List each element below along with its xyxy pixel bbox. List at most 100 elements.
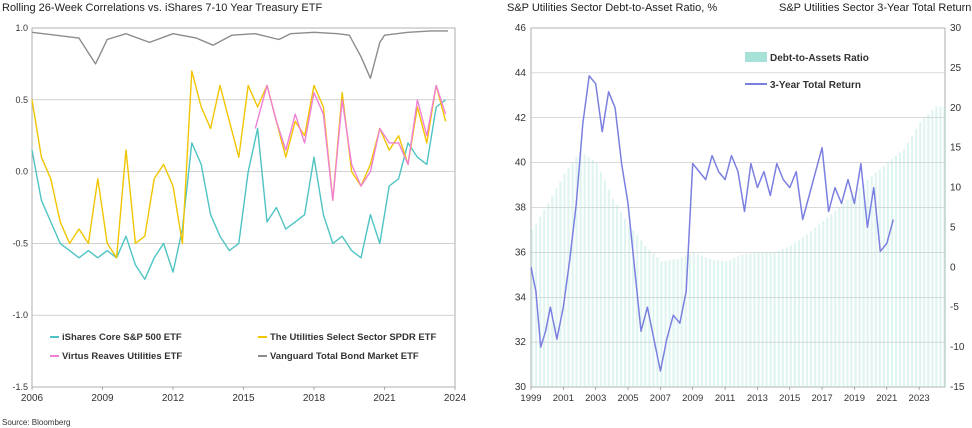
debt-ratio-bar (846, 199, 849, 387)
right-x-tick-label: 2023 (909, 393, 930, 404)
debt-ratio-bar (838, 207, 841, 387)
debt-ratio-bar (753, 252, 756, 387)
debt-ratio-bar (559, 181, 562, 387)
right-left-y-tick-label: 42 (515, 113, 527, 124)
debt-ratio-bar (721, 260, 724, 387)
debt-ratio-bar (729, 259, 732, 387)
right-left-y-tick-label: 32 (515, 337, 527, 348)
debt-ratio-bar (716, 260, 720, 387)
right-left-y-tick-label: 34 (515, 292, 527, 303)
debt-ratio-bar (640, 240, 643, 387)
debt-ratio-bar (599, 171, 602, 387)
debt-ratio-bar (850, 195, 853, 387)
debt-ratio-bar (858, 187, 861, 387)
right-legend-label-1: 3-Year Total Return (770, 80, 861, 91)
debt-ratio-bar (579, 151, 582, 387)
debt-ratio-bar (822, 220, 825, 387)
right-right-y-tick-label: 15 (950, 143, 962, 154)
right-chart-title: S&P Utilities Sector Debt-to-Asset Ratio… (507, 2, 718, 14)
left-legend-label-1: The Utilities Select Sector SPDR ETF (270, 332, 436, 343)
left-x-tick-label: 2009 (91, 393, 114, 404)
debt-ratio-bar (737, 256, 740, 387)
debt-ratio-bar (931, 110, 934, 387)
right-x-tick-label: 2021 (876, 393, 897, 404)
debt-ratio-bar (551, 195, 554, 387)
debt-ratio-bar (943, 106, 946, 387)
debt-ratio-bar (874, 172, 877, 387)
debt-ratio-bar (632, 230, 635, 387)
debt-ratio-bar (939, 106, 942, 387)
debt-ratio-bar (628, 225, 631, 387)
debt-ratio-bar (575, 157, 578, 387)
right-right-y-tick-label: 0 (950, 262, 956, 273)
debt-ratio-bar (535, 223, 538, 387)
left-legend-label-2: Virtus Reaves Utilities ETF (62, 351, 182, 362)
right-left-y-tick-label: 40 (515, 158, 527, 169)
left-chart-title: Rolling 26-Week Correlations vs. iShares… (2, 2, 323, 14)
debt-ratio-bar (741, 254, 744, 387)
left-legend-label-0: iShares Core S&P 500 ETF (62, 332, 182, 343)
debt-ratio-bar (692, 252, 695, 387)
debt-ratio-bar (898, 152, 902, 387)
right-x-tick-label: 2009 (682, 393, 703, 404)
debt-ratio-bar (676, 259, 679, 387)
debt-ratio-bar (919, 122, 922, 388)
debt-ratio-bar (696, 254, 699, 387)
debt-ratio-bar (935, 106, 938, 387)
debt-ratio-bar (567, 168, 570, 387)
left-x-tick-label: 2012 (162, 393, 185, 404)
debt-ratio-bar (603, 180, 606, 387)
right-right-y-tick-label: -10 (950, 342, 965, 353)
debt-ratio-bar (923, 118, 926, 387)
right-right-y-tick-label: 20 (950, 103, 962, 114)
debt-ratio-bar (761, 252, 764, 387)
debt-ratio-bar (765, 252, 768, 387)
right-x-tick-label: 2013 (747, 393, 768, 404)
right-left-y-tick-label: 30 (515, 382, 527, 393)
debt-ratio-bar (911, 135, 914, 387)
right-x-tick-label: 2007 (650, 393, 671, 404)
debt-ratio-bar (890, 159, 894, 387)
debt-ratio-bar (733, 257, 736, 387)
right-x-tick-label: 2005 (617, 393, 638, 404)
debt-ratio-bar (814, 227, 817, 387)
debt-ratio-bar (745, 254, 748, 387)
debt-ratio-bar (656, 257, 659, 387)
debt-ratio-bar (555, 188, 558, 387)
debt-ratio-bar (684, 255, 687, 387)
debt-ratio-bar (830, 214, 833, 387)
debt-ratio-bar (854, 191, 857, 387)
total-return-line (530, 75, 895, 372)
right-legend-swatch-0 (745, 52, 767, 62)
debt-ratio-bar (862, 183, 865, 387)
debt-ratio-bar (543, 209, 546, 387)
left-series-line-2 (254, 84, 447, 201)
right-left-y-tick-label: 44 (515, 68, 527, 79)
right-x-tick-label: 2001 (553, 393, 574, 404)
debt-ratio-bar (619, 211, 623, 387)
right-right-y-tick-label: 25 (950, 63, 962, 74)
left-y-tick-label: -1.5 (12, 382, 28, 392)
debt-ratio-bar (531, 229, 534, 387)
right-right-y-tick-label: -5 (950, 302, 959, 313)
debt-ratio-bar (749, 253, 752, 387)
left-series-line-3 (31, 30, 448, 79)
left-y-tick-label: 1.0 (15, 23, 28, 33)
debt-ratio-bar (882, 165, 885, 387)
right-right-y-tick-label: 10 (950, 183, 962, 194)
debt-ratio-bar (902, 149, 906, 387)
right-x-tick-label: 2015 (779, 393, 800, 404)
debt-ratio-bar (664, 260, 667, 387)
left-y-tick-label: 0.0 (15, 167, 28, 177)
debt-ratio-bar (906, 142, 910, 387)
debt-ratio-bar (801, 237, 805, 387)
debt-ratio-bar (547, 203, 550, 387)
debt-ratio-bar (708, 259, 712, 387)
debt-ratio-bar (611, 198, 615, 387)
debt-ratio-bar (680, 257, 683, 387)
debt-ratio-bar (886, 162, 889, 387)
debt-ratio-bar (818, 224, 821, 387)
debt-ratio-bar (571, 162, 574, 387)
